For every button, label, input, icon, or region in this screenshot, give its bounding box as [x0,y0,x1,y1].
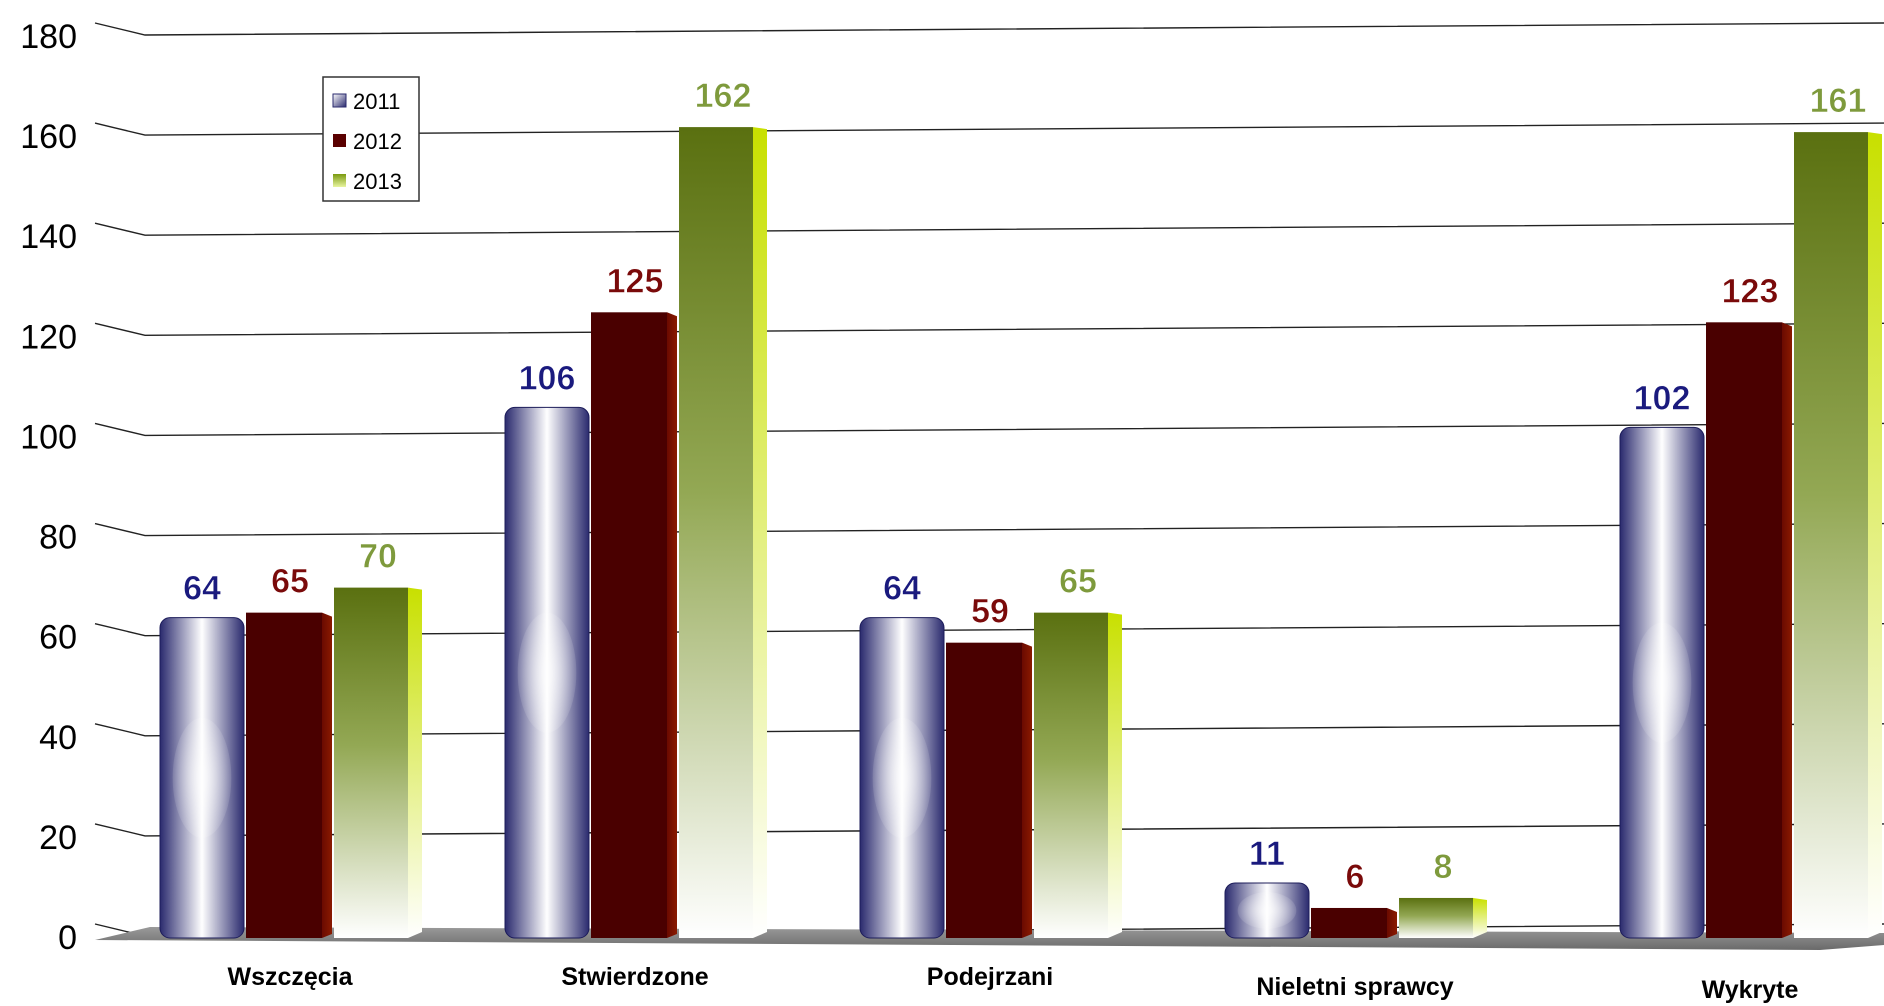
bar-2011-wykryte-highlight [1632,622,1692,743]
value-label: 65 [271,563,309,601]
y-axis-tick-labels: 0 20 40 60 80 100 120 140 160 180 [20,18,77,957]
bar-2012-stwierdzone-side [667,312,677,938]
value-label: 70 [359,538,397,576]
value-label: 11 [1249,835,1285,873]
bar-2013-stwierdzone-side [753,127,767,939]
y-tick-label: 80 [39,519,77,557]
value-label: 162 [695,77,752,115]
legend-label-2013: 2013 [353,169,402,194]
category-label: Wszczęcia [227,963,353,991]
legend-label-2011: 2011 [353,89,400,114]
bar-2013-stwierdzone [679,127,753,939]
gridline [94,823,1884,837]
bar-2012-wykryte-side [1782,322,1792,939]
gridline [94,622,1884,637]
bar-2012-wszcz-cia-side [322,612,332,938]
y-tick-label: 100 [20,418,77,456]
y-tick-label: 140 [20,218,77,256]
bar-2011-nieletni-sprawcy-highlight [1237,892,1297,929]
bar-2013-nieletni-sprawcy-side [1473,897,1487,938]
value-label: 123 [1722,272,1779,310]
category-label: Nieletni sprawcy [1256,973,1453,1001]
value-label: 106 [519,359,576,397]
gridline [94,522,1884,537]
y-tick-label: 160 [20,118,77,156]
bar-2012-nieletni-sprawcy [1311,907,1387,938]
bar-2012-wszcz-cia [246,612,322,938]
value-label: 8 [1434,848,1453,886]
y-tick-label: 120 [20,318,77,356]
bar-2012-stwierdzone [591,312,667,938]
bar-2013-podejrzani-side [1108,612,1122,938]
y-tick-label: 180 [20,18,77,56]
bar-2012-podejrzani-side [1022,642,1032,938]
category-label: Stwierdzone [561,963,708,991]
value-label: 102 [1634,379,1691,417]
y-tick-label: 40 [39,719,77,757]
category-label: Podejrzani [927,963,1053,991]
legend-swatch-2013 [333,174,346,187]
legend: 2011 2012 2013 [322,76,420,202]
y-tick-label: 20 [39,819,77,857]
legend-swatch-2012 [333,134,346,147]
gridline [94,322,1884,337]
y-tick-label: 0 [58,919,77,957]
bar-2013-wykryte [1794,132,1868,938]
bar-series [159,127,1882,939]
value-label: 6 [1346,858,1365,896]
gridline [94,122,1884,136]
bar-2012-nieletni-sprawcy-side [1387,907,1397,938]
legend-label-2012: 2012 [353,129,402,154]
bar-2013-nieletni-sprawcy [1399,897,1473,938]
gridline [94,22,1884,36]
category-labels: Wszczęcia Stwierdzone Podejrzani Nieletni s… [227,963,1798,1004]
category-label: Wykryte [1702,976,1799,1004]
gridline [94,723,1884,737]
value-label: 125 [607,262,664,300]
bar-2011-stwierdzone-highlight [517,612,577,733]
gridlines [94,22,1884,937]
bar-2013-wszcz-cia-side [408,587,422,938]
gridline [94,222,1884,236]
bar-2013-wykryte-side [1868,132,1882,938]
value-label: 65 [1059,563,1097,601]
value-label: 64 [183,570,221,608]
legend-swatch-2011 [332,93,347,108]
bar-2011-podejrzani-highlight [872,717,932,838]
value-label: 59 [971,593,1009,631]
bar-2013-wszcz-cia [334,587,408,938]
bar-2013-podejrzani [1034,612,1108,938]
bar-2011-wszcz-cia-highlight [172,717,232,838]
bar-2012-podejrzani [946,642,1022,938]
gridline [94,422,1884,437]
value-labels: 64 65 70 106 125 162 64 59 65 11 6 8 102 123 161 [183,77,1867,896]
bar-2012-wykryte [1706,322,1782,939]
y-tick-label: 60 [39,619,77,657]
value-label: 161 [1810,82,1867,120]
value-label: 64 [883,570,921,608]
